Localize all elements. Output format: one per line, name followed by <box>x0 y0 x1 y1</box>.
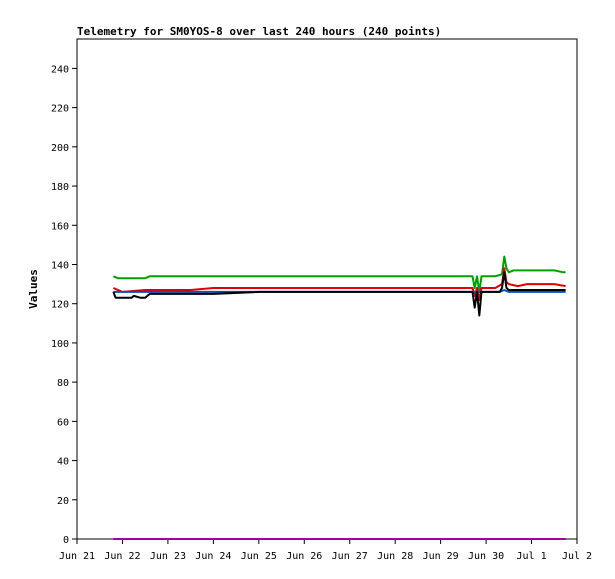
x-tick-label: Jul 1 <box>516 551 546 562</box>
y-tick-label: 0 <box>63 535 69 546</box>
y-axis-ticks: 0 20 40 60 80 100 120 140 160 180 200 220 240 <box>51 64 77 546</box>
y-tick-label: 120 <box>51 300 69 311</box>
x-tick-label: Jun 24 <box>195 551 231 562</box>
x-tick-label: Jun 23 <box>150 551 186 562</box>
x-tick-label: Jul 2 <box>562 551 592 562</box>
y-tick-label: 180 <box>51 182 69 193</box>
x-tick-label: Jun 25 <box>241 551 277 562</box>
y-tick-label: 200 <box>51 143 69 154</box>
chart-title: Telemetry for SM0YOS-8 over last 240 hou… <box>77 25 441 38</box>
series-lines <box>112 255 566 540</box>
y-tick-label: 240 <box>51 64 69 75</box>
y-tick-label: 100 <box>51 339 69 350</box>
y-tick-label: 60 <box>57 417 69 428</box>
x-tick-label: Jun 21 <box>59 551 95 562</box>
x-tick-label: Jun 26 <box>286 551 322 562</box>
series-line-4 <box>112 271 566 317</box>
x-tick-label: Jun 27 <box>332 551 368 562</box>
y-tick-label: 40 <box>57 457 69 468</box>
y-tick-label: 80 <box>57 378 69 389</box>
x-tick-label: Jun 29 <box>423 551 459 562</box>
x-tick-label: Jun 22 <box>104 551 140 562</box>
y-tick-label: 20 <box>57 496 69 507</box>
y-tick-label: 160 <box>51 221 69 232</box>
y-tick-label: 220 <box>51 104 69 115</box>
y-tick-label: 140 <box>51 260 69 271</box>
x-tick-label: Jun 30 <box>468 551 504 562</box>
x-tick-label: Jun 28 <box>377 551 413 562</box>
y-axis-label: Values <box>27 269 40 309</box>
x-axis-ticks: Jun 21 Jun 22 Jun 23 Jun 24 Jun 25 Jun 26 Jun … <box>59 539 592 562</box>
series-line-2 <box>113 267 566 301</box>
series-line-1 <box>113 255 566 293</box>
